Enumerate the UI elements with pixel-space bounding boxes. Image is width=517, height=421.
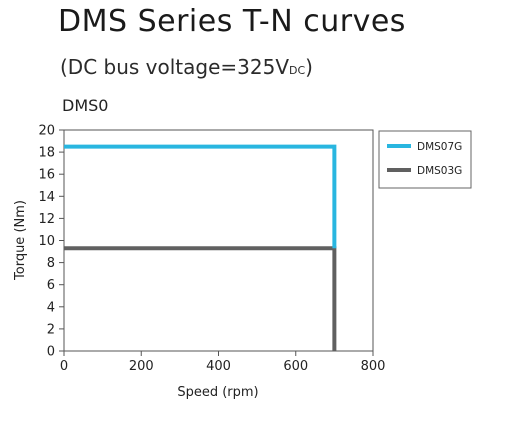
y-tick-label: 4	[47, 300, 55, 315]
series-line-dms07g	[64, 147, 334, 249]
y-tick-label: 8	[47, 256, 55, 271]
legend-label-dms07g: DMS07G	[417, 141, 462, 153]
legend-group: DMS07G DMS03G	[379, 131, 471, 188]
x-tick-label: 800	[361, 359, 386, 374]
y-tick-label: 20	[38, 124, 55, 139]
x-axis-label: Speed (rpm)	[177, 385, 258, 400]
legend-label-dms03g: DMS03G	[417, 165, 462, 177]
axes-group	[64, 130, 373, 351]
y-tick-label: 0	[47, 345, 55, 360]
y-tick-label: 12	[38, 212, 55, 227]
x-tick-label: 200	[129, 359, 154, 374]
y-tick-label: 10	[38, 234, 55, 249]
x-tick-label: 600	[283, 359, 308, 374]
x-tick-label: 400	[206, 359, 231, 374]
series-line-dms03g	[64, 248, 334, 351]
y-tick-label: 18	[38, 146, 55, 161]
y-tick-label: 14	[38, 190, 55, 205]
y-tick-label: 2	[47, 322, 55, 337]
x-tick-label: 0	[60, 359, 68, 374]
series-group	[64, 147, 334, 351]
legend-box	[379, 131, 471, 188]
y-tick-label: 16	[38, 168, 55, 183]
y-tick-label: 6	[47, 278, 55, 293]
plot-area-frame	[64, 130, 373, 351]
y-axis-label: Torque (Nm)	[13, 200, 28, 281]
